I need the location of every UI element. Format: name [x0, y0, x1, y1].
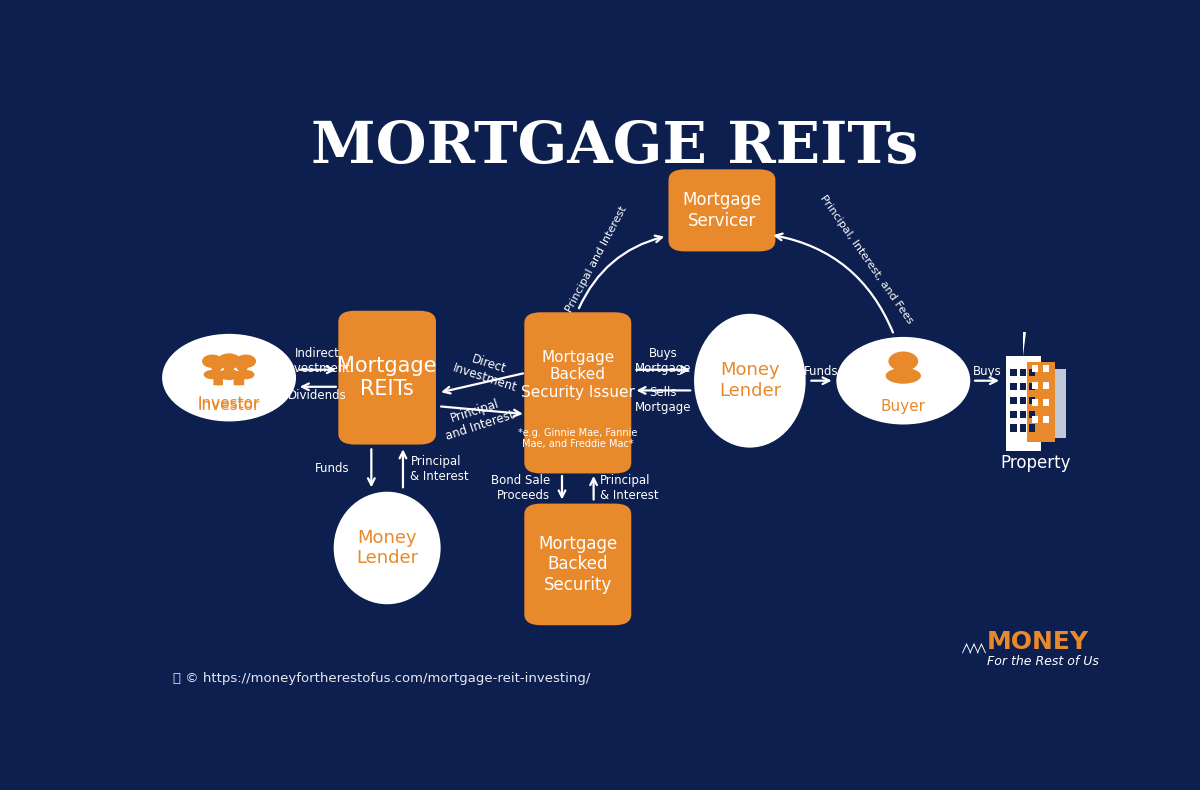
Bar	[1032, 365, 1038, 372]
Text: Buys: Buys	[973, 365, 1001, 378]
Ellipse shape	[694, 314, 805, 448]
Text: Investor: Investor	[198, 397, 260, 412]
FancyBboxPatch shape	[338, 310, 436, 445]
Circle shape	[217, 353, 241, 369]
Text: MORTGAGE REITs: MORTGAGE REITs	[311, 118, 919, 175]
Bar	[1043, 416, 1049, 423]
Text: For the Rest of Us: For the Rest of Us	[986, 655, 1099, 668]
Bar	[1020, 424, 1026, 432]
Circle shape	[235, 355, 256, 368]
Bar	[1010, 368, 1016, 377]
FancyBboxPatch shape	[1006, 356, 1040, 450]
Text: ⓘ © https://moneyfortherestofus.com/mortgage-reit-investing/: ⓘ © https://moneyfortherestofus.com/mort…	[173, 672, 590, 685]
Circle shape	[888, 352, 918, 371]
Bar	[1043, 399, 1049, 406]
Text: ●●●: ●●●	[209, 358, 248, 373]
Text: Mortgage
Backed
Security Issuer: Mortgage Backed Security Issuer	[521, 350, 635, 400]
Text: Bond Sale
Proceeds: Bond Sale Proceeds	[491, 474, 550, 502]
Bar	[1010, 382, 1016, 390]
FancyBboxPatch shape	[524, 503, 631, 625]
Bar	[1028, 368, 1036, 377]
Bar	[1028, 411, 1036, 419]
Bar	[1020, 411, 1026, 419]
FancyArrowPatch shape	[578, 235, 662, 308]
Text: Property: Property	[1000, 453, 1070, 472]
Text: Principal, Interest, and Fees: Principal, Interest, and Fees	[817, 193, 914, 325]
Circle shape	[162, 334, 296, 421]
Ellipse shape	[334, 491, 440, 604]
Text: Funds: Funds	[804, 365, 839, 378]
FancyBboxPatch shape	[1027, 363, 1055, 442]
Text: Mortgage
REITs: Mortgage REITs	[337, 356, 437, 399]
Text: Direct
Investment: Direct Investment	[450, 348, 523, 395]
Text: Mortgage
Servicer: Mortgage Servicer	[683, 191, 762, 230]
Bar	[1043, 365, 1049, 372]
Text: Investor: Investor	[198, 397, 260, 412]
Ellipse shape	[238, 370, 254, 379]
Bar	[1010, 411, 1016, 419]
Bar	[1028, 382, 1036, 390]
Bar	[1010, 424, 1016, 432]
Text: Buys
Mortgage: Buys Mortgage	[635, 347, 691, 374]
Bar	[1032, 399, 1038, 406]
Bar	[1028, 424, 1036, 432]
Polygon shape	[962, 643, 971, 653]
Text: Dividends: Dividends	[288, 389, 347, 402]
Circle shape	[202, 355, 222, 368]
Polygon shape	[977, 643, 986, 653]
Circle shape	[836, 337, 971, 424]
Text: Principal
& Interest: Principal & Interest	[410, 455, 469, 483]
Bar	[1020, 397, 1026, 404]
Bar	[1032, 416, 1038, 423]
Text: Principal and Interest: Principal and Interest	[564, 205, 629, 314]
Text: Mortgage
Backed
Security: Mortgage Backed Security	[538, 535, 618, 594]
Text: *e.g. Ginnie Mae, Fannie
Mae, and Freddie Mac*: *e.g. Ginnie Mae, Fannie Mae, and Freddi…	[518, 427, 637, 450]
FancyArrowPatch shape	[775, 234, 893, 333]
Polygon shape	[1024, 332, 1026, 356]
Text: Buyer: Buyer	[881, 399, 926, 414]
Bar	[1010, 397, 1016, 404]
Text: Funds: Funds	[316, 462, 350, 476]
FancyBboxPatch shape	[524, 312, 631, 473]
Text: Principal
and Interest: Principal and Interest	[439, 394, 516, 443]
Ellipse shape	[204, 370, 221, 379]
Text: MONEY: MONEY	[986, 630, 1090, 654]
Text: Principal
& Interest: Principal & Interest	[600, 474, 659, 502]
FancyBboxPatch shape	[668, 169, 775, 251]
Text: Sells
Mortgage: Sells Mortgage	[635, 386, 691, 414]
Ellipse shape	[218, 369, 239, 380]
Text: Money
Lender: Money Lender	[719, 361, 781, 400]
Bar	[1020, 382, 1026, 390]
FancyBboxPatch shape	[1043, 368, 1066, 438]
Bar	[1020, 368, 1026, 377]
Polygon shape	[970, 643, 979, 653]
Ellipse shape	[886, 368, 920, 384]
Bar	[1028, 397, 1036, 404]
Bar	[1043, 382, 1049, 389]
Text: ▐▌▐▌: ▐▌▐▌	[208, 371, 251, 385]
Text: Money
Lender: Money Lender	[356, 529, 419, 567]
Bar	[1032, 382, 1038, 389]
Text: Indirect
Investment: Indirect Investment	[284, 348, 350, 375]
